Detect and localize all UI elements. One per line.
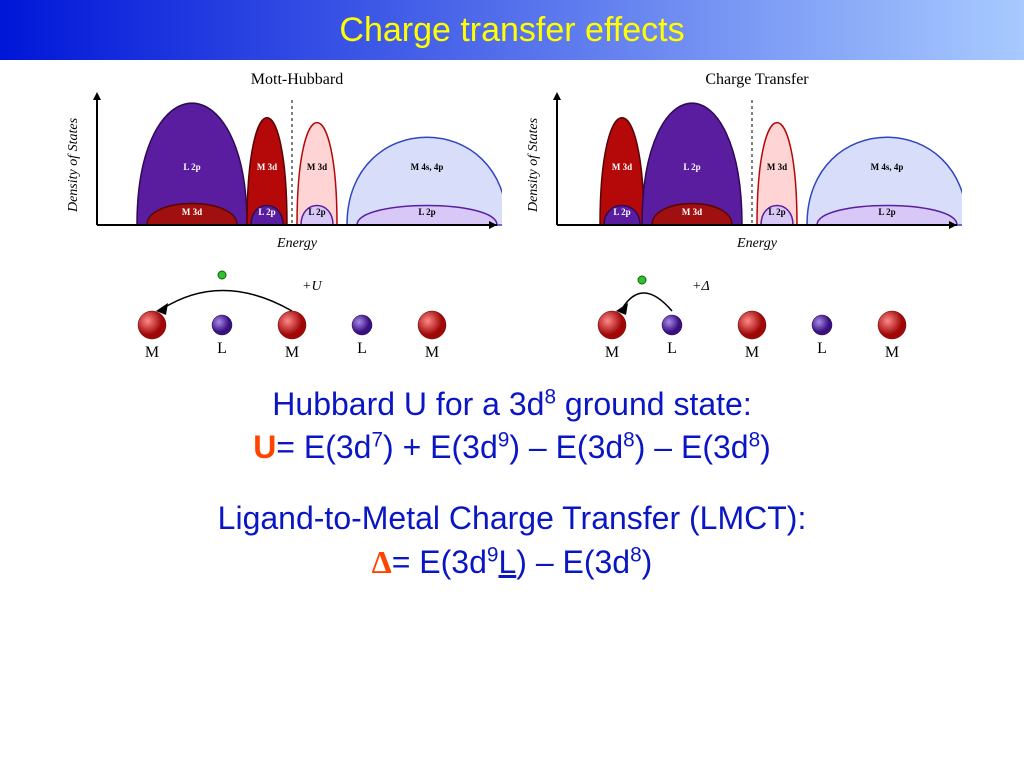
svg-text:M: M	[745, 344, 759, 361]
svg-text:L 2p: L 2p	[308, 207, 325, 217]
svg-text:L 2p: L 2p	[768, 207, 785, 217]
dos-diagrams-row: L 2p M 3d M 3d L 2p M 3d L 2p M 4s, 4p L 2p Dens…	[0, 70, 1024, 260]
svg-text:M 3d: M 3d	[612, 162, 632, 172]
svg-text:L: L	[217, 340, 227, 357]
svg-text:L 2p: L 2p	[683, 162, 700, 172]
svg-text:M 3d: M 3d	[182, 207, 202, 217]
equations-block: Hubbard U for a 3d8 ground state: U= E(3…	[0, 383, 1024, 584]
svg-text:+Δ: +Δ	[692, 279, 710, 294]
svg-text:L 2p: L 2p	[183, 162, 200, 172]
svg-text:M: M	[425, 344, 439, 361]
svg-text:Charge Transfer: Charge Transfer	[705, 71, 809, 88]
title-bar: Charge transfer effects	[0, 0, 1024, 60]
slide-title: Charge transfer effects	[339, 11, 684, 50]
svg-text:L: L	[667, 340, 677, 357]
hubbard-equation: U= E(3d7) + E(3d9) – E(3d8) – E(3d8)	[0, 426, 1024, 469]
svg-text:Mott-Hubbard: Mott-Hubbard	[251, 71, 343, 88]
delta-symbol: Δ	[372, 544, 392, 580]
svg-text:M: M	[885, 344, 899, 361]
svg-text:M 3d: M 3d	[682, 207, 702, 217]
svg-text:M 4s, 4p: M 4s, 4p	[871, 162, 904, 172]
ct-atom-chain: +Δ M L M L M	[522, 270, 962, 365]
charge-transfer-plot: M 3d L 2p L 2p M 3d M 3d L 2p M 4s, 4p L 2p Dens…	[522, 70, 962, 260]
mott-atom-chain: +U M L M L M	[62, 270, 502, 365]
svg-text:L 2p: L 2p	[258, 207, 275, 217]
svg-text:M 3d: M 3d	[767, 162, 787, 172]
svg-text:Energy: Energy	[276, 236, 318, 251]
u-symbol: U	[253, 429, 276, 465]
hubbard-heading: Hubbard U for a 3d8 ground state:	[0, 383, 1024, 426]
mott-hubbard-plot: L 2p M 3d M 3d L 2p M 3d L 2p M 4s, 4p L 2p Dens…	[62, 70, 502, 260]
svg-text:M: M	[145, 344, 159, 361]
svg-text:Density of States: Density of States	[66, 117, 81, 213]
atom-chains-row: +U M L M L M +Δ M L M L M	[0, 270, 1024, 365]
svg-text:L 2p: L 2p	[418, 207, 435, 217]
svg-text:M: M	[605, 344, 619, 361]
svg-text:Density of States: Density of States	[526, 117, 541, 213]
svg-text:L: L	[817, 340, 827, 357]
svg-text:L: L	[357, 340, 367, 357]
svg-text:L 2p: L 2p	[878, 207, 895, 217]
svg-text:M 4s, 4p: M 4s, 4p	[411, 162, 444, 172]
svg-text:L 2p: L 2p	[613, 207, 630, 217]
svg-text:+U: +U	[302, 279, 322, 294]
lmct-equation: Δ= E(3d9L) – E(3d8)	[0, 541, 1024, 584]
svg-text:M 3d: M 3d	[307, 162, 327, 172]
lmct-heading: Ligand-to-Metal Charge Transfer (LMCT):	[0, 497, 1024, 540]
svg-text:Energy: Energy	[736, 236, 778, 251]
svg-text:M: M	[285, 344, 299, 361]
svg-text:M 3d: M 3d	[257, 162, 277, 172]
